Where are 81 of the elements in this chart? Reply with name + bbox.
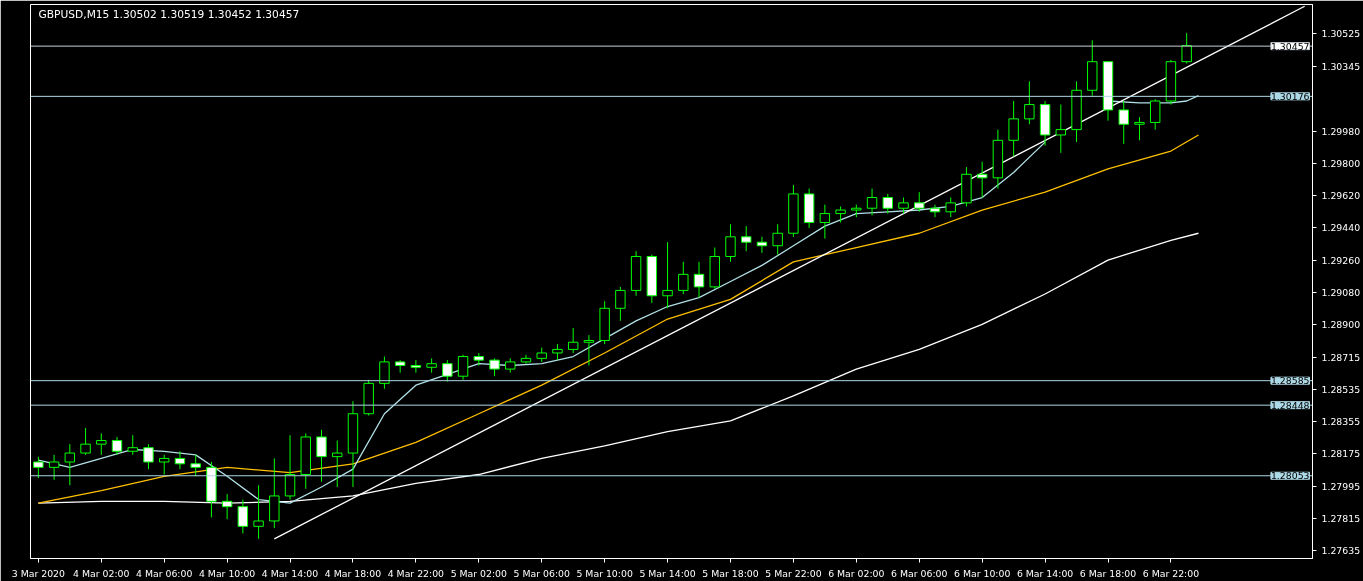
- candlestick: [158, 454, 170, 476]
- x-tick-label: 5 Mar 18:00: [702, 567, 759, 579]
- x-tick-label: 6 Mar 06:00: [891, 567, 948, 579]
- candlestick: [332, 440, 343, 488]
- candlestick: [190, 454, 201, 477]
- candlestick: [567, 327, 579, 354]
- candlestick: [772, 223, 783, 256]
- ref-line-label: 1.28585: [1270, 375, 1310, 387]
- x-tick-label: 5 Mar 14:00: [639, 567, 696, 579]
- candlestick: [1008, 100, 1019, 157]
- x-tick-label: 4 Mar 10:00: [198, 567, 256, 579]
- candlestick: [143, 443, 154, 470]
- x-tick-label: 6 Mar 22:00: [1142, 567, 1200, 579]
- x-tick-label: 6 Mar 18:00: [1079, 567, 1137, 579]
- candlestick: [1024, 80, 1035, 125]
- ref-line-label: 1.30457: [1270, 40, 1310, 52]
- candlestick: [174, 450, 186, 470]
- y-tick-label: 1.27815: [1321, 512, 1361, 524]
- y-tick-label: 1.29620: [1321, 190, 1361, 202]
- candlestick: [1149, 98, 1161, 131]
- ref-line-label: 1.30176: [1270, 90, 1310, 102]
- ref-line-label: 1.28448: [1270, 399, 1310, 411]
- x-tick-label: 4 Mar 14:00: [261, 567, 319, 579]
- x-tick-label: 5 Mar 02:00: [450, 567, 508, 579]
- y-tick-label: 1.28900: [1321, 318, 1361, 330]
- y-tick-label: 1.28355: [1321, 416, 1361, 428]
- candlestick: [33, 456, 44, 479]
- candlestick: [662, 241, 673, 309]
- y-tick-label: 1.29080: [1321, 286, 1361, 298]
- y-tick-label: 1.29440: [1321, 222, 1361, 234]
- candlestick: [1055, 104, 1067, 154]
- candlestick: [1118, 100, 1129, 145]
- y-tick-label: 1.29800: [1321, 158, 1361, 170]
- y-tick-label: 1.30525: [1321, 28, 1361, 40]
- candlestick: [866, 188, 878, 216]
- x-tick-label: 5 Mar 10:00: [576, 567, 633, 579]
- candlestick: [284, 434, 296, 501]
- x-tick-label: 4 Mar 22:00: [387, 567, 445, 579]
- x-tick-label: 4 Mar 02:00: [73, 567, 130, 579]
- y-tick-label: 1.29980: [1321, 125, 1361, 137]
- candlestick: [615, 286, 626, 322]
- candlestick: [410, 359, 422, 374]
- x-tick-label: 4 Mar 18:00: [324, 567, 382, 579]
- x-tick-label: 6 Mar 02:00: [828, 567, 885, 579]
- x-tick-label: 6 Mar 14:00: [1016, 567, 1074, 579]
- candlestick: [1181, 32, 1192, 64]
- candlestick: [678, 261, 689, 295]
- candlestick: [48, 454, 60, 481]
- x-tick-label: 5 Mar 06:00: [513, 567, 570, 579]
- candlestick: [725, 223, 736, 263]
- y-tick-label: 1.27635: [1321, 544, 1361, 556]
- candlestick: [253, 484, 264, 540]
- candlestick: [741, 225, 752, 252]
- y-tick-label: 1.28535: [1321, 384, 1361, 396]
- candlestick: [316, 429, 327, 483]
- candlestick: [379, 356, 390, 390]
- candlestick: [457, 354, 469, 381]
- y-tick-label: 1.27995: [1321, 480, 1361, 492]
- x-tick-label: 5 Mar 22:00: [765, 567, 822, 579]
- y-tick-label: 1.29260: [1321, 254, 1361, 266]
- candlestick: [96, 432, 107, 456]
- candlestick: [819, 204, 831, 240]
- candlestick: [127, 434, 138, 456]
- candlestick: [882, 193, 894, 215]
- chart-title: GBPUSD,M15 1.30502 1.30519 1.30452 1.30457: [38, 7, 300, 21]
- x-tick-label: 6 Mar 10:00: [954, 567, 1011, 579]
- y-tick-label: 1.28715: [1321, 351, 1361, 363]
- ref-line-label: 1.28053: [1270, 470, 1310, 482]
- candlestick: [64, 443, 76, 486]
- candlestick: [945, 197, 956, 218]
- candlestick: [914, 191, 925, 213]
- x-tick-label: 4 Mar 06:00: [136, 567, 193, 579]
- candlestick: [976, 161, 988, 199]
- y-tick-label: 1.28175: [1321, 448, 1361, 460]
- candlestick: [583, 334, 595, 366]
- candlestick: [442, 359, 453, 383]
- candlestick: [1134, 116, 1145, 141]
- x-tick-label: 3 Mar 2020: [11, 567, 66, 579]
- y-tick-label: 1.30345: [1321, 60, 1361, 72]
- candlestick: [693, 261, 705, 299]
- candlestick: [80, 427, 91, 456]
